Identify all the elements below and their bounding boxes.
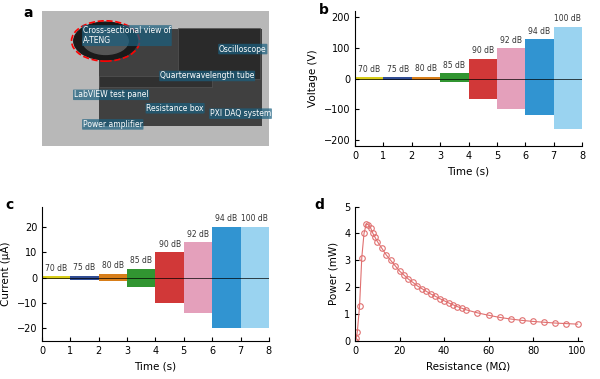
Text: b: b: [319, 3, 329, 17]
Y-axis label: Current (μA): Current (μA): [1, 241, 11, 306]
Text: 92 dB: 92 dB: [187, 230, 209, 239]
Text: Resistance box: Resistance box: [146, 104, 204, 113]
Text: 85 dB: 85 dB: [130, 256, 152, 265]
Y-axis label: Power (mW): Power (mW): [328, 242, 338, 305]
Text: d: d: [314, 199, 324, 213]
Bar: [525, 39, 554, 115]
Text: 70 dB: 70 dB: [45, 264, 67, 273]
Text: Power amplifier: Power amplifier: [83, 120, 143, 129]
Text: 70 dB: 70 dB: [358, 65, 380, 74]
Bar: [184, 242, 212, 313]
X-axis label: Time (s): Time (s): [448, 166, 490, 176]
Circle shape: [83, 28, 128, 55]
X-axis label: Time (s): Time (s): [134, 362, 176, 371]
X-axis label: Resistance (MΩ): Resistance (MΩ): [427, 362, 511, 371]
Text: 90 dB: 90 dB: [158, 240, 181, 249]
Bar: [212, 227, 241, 328]
Bar: [99, 274, 127, 282]
Bar: [70, 276, 99, 280]
Text: 80 dB: 80 dB: [102, 262, 124, 271]
Bar: [241, 227, 283, 328]
Text: 75 dB: 75 dB: [386, 65, 409, 74]
Bar: [355, 77, 383, 80]
Text: 92 dB: 92 dB: [500, 36, 522, 45]
Bar: [155, 252, 184, 303]
Text: 80 dB: 80 dB: [415, 64, 437, 74]
Text: 100 dB: 100 dB: [241, 215, 268, 224]
Text: 94 dB: 94 dB: [215, 215, 238, 224]
Y-axis label: Voltage (V): Voltage (V): [308, 50, 318, 108]
Text: Cross-sectional view of
A-TENG: Cross-sectional view of A-TENG: [83, 26, 171, 45]
Bar: [99, 29, 262, 126]
Bar: [178, 28, 260, 79]
Text: 85 dB: 85 dB: [443, 61, 466, 70]
Text: Oscilloscope: Oscilloscope: [219, 45, 266, 53]
Bar: [554, 27, 596, 129]
Bar: [99, 76, 212, 87]
Text: a: a: [24, 6, 34, 20]
Text: LabVIEW test panel: LabVIEW test panel: [74, 90, 148, 99]
Text: 94 dB: 94 dB: [529, 27, 551, 36]
Bar: [42, 276, 70, 279]
Text: 90 dB: 90 dB: [472, 46, 494, 55]
Bar: [440, 73, 469, 82]
Bar: [497, 48, 525, 109]
Text: c: c: [5, 199, 14, 213]
Bar: [127, 269, 155, 287]
Text: PXI DAQ system: PXI DAQ system: [210, 109, 271, 118]
Text: 75 dB: 75 dB: [73, 263, 95, 272]
Bar: [383, 77, 412, 80]
Text: Quarterwavelength tube: Quarterwavelength tube: [160, 72, 254, 80]
Circle shape: [74, 22, 137, 60]
Text: 100 dB: 100 dB: [554, 14, 581, 23]
Bar: [469, 59, 497, 99]
Bar: [412, 77, 440, 80]
